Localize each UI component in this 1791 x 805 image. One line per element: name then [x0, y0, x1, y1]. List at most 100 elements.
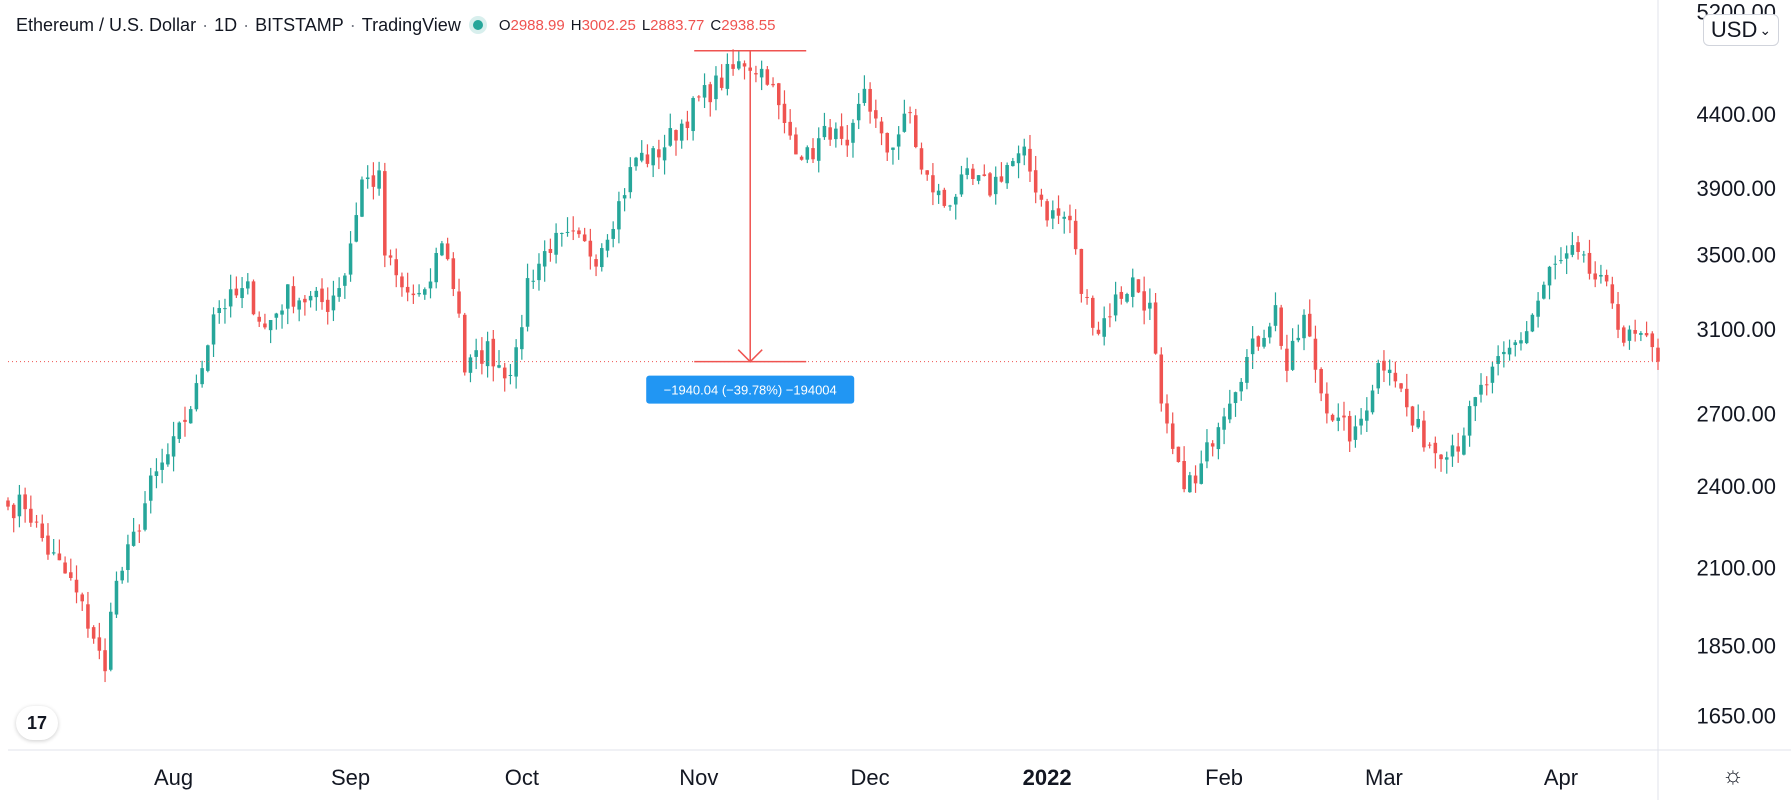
- candle-body: [1639, 333, 1643, 335]
- candle-body: [1005, 165, 1009, 184]
- candle-body: [759, 68, 764, 78]
- price-tick-label: 3100.00: [1696, 317, 1776, 342]
- candle-body: [993, 176, 998, 195]
- candle-body: [103, 650, 107, 672]
- time-tick-label: Mar: [1365, 765, 1403, 790]
- candle-body: [1633, 330, 1637, 334]
- market-status-icon[interactable]: [472, 20, 483, 30]
- candle-body: [1593, 273, 1597, 280]
- candle-body: [57, 553, 62, 561]
- candle-body: [1262, 337, 1266, 347]
- candle-body: [971, 168, 975, 179]
- candle-body: [1199, 463, 1204, 484]
- candle-body: [988, 173, 992, 196]
- candle-body: [280, 310, 284, 315]
- candle-body: [737, 61, 741, 69]
- candle-body: [839, 126, 844, 139]
- candle-body: [651, 148, 655, 166]
- candle-body: [639, 152, 644, 161]
- candle-body: [1136, 279, 1141, 293]
- candle-body: [834, 128, 838, 140]
- candle-body: [925, 170, 929, 175]
- candle-body: [1376, 363, 1381, 389]
- candle-body: [554, 232, 558, 255]
- candle-body: [194, 383, 199, 410]
- currency-selector[interactable]: USD ⌄: [1703, 14, 1779, 46]
- candle-body: [497, 365, 501, 368]
- measure-label: −1940.04 (−39.78%) −194004: [664, 383, 837, 398]
- price-tick-label: 4400.00: [1696, 102, 1776, 127]
- time-tick-label: Apr: [1544, 765, 1578, 790]
- candle-body: [1473, 397, 1478, 407]
- candle-body: [645, 154, 650, 164]
- candle-body: [1245, 356, 1249, 383]
- candle-body: [1205, 442, 1209, 462]
- candle-body: [371, 175, 376, 187]
- candle-body: [1159, 354, 1164, 404]
- time-tick-label: Nov: [679, 765, 718, 790]
- candle-body: [1039, 194, 1044, 200]
- open-value: O2988.99: [498, 16, 565, 34]
- candle-body: [1188, 475, 1192, 493]
- candle-body: [166, 454, 170, 465]
- candle-body: [794, 134, 798, 155]
- candle-body: [1296, 337, 1301, 341]
- candle-body: [885, 132, 890, 153]
- candle-body: [1182, 461, 1186, 490]
- candle-body: [702, 85, 707, 98]
- candle-body: [1222, 416, 1226, 430]
- candle-body: [816, 138, 821, 161]
- candle-body: [788, 121, 792, 136]
- candle-body: [1216, 427, 1221, 450]
- candle-body: [1456, 446, 1460, 452]
- candle-body: [1610, 284, 1615, 304]
- candle-body: [268, 320, 273, 331]
- candle-body: [662, 147, 667, 161]
- symbol-name[interactable]: Ethereum / U.S. Dollar: [16, 14, 197, 35]
- candle-body: [325, 299, 330, 312]
- candle-body: [714, 75, 718, 100]
- candle-body: [1422, 420, 1426, 448]
- candle-body: [1285, 348, 1289, 371]
- candle-body: [1176, 446, 1181, 463]
- price-tick-label: 1650.00: [1696, 704, 1776, 729]
- candle-body: [1382, 360, 1386, 371]
- candle-body: [674, 130, 678, 141]
- candle-body: [137, 530, 142, 532]
- candle-body: [1433, 442, 1438, 454]
- gear-icon[interactable]: ☼: [1722, 762, 1744, 789]
- candle-body: [1467, 406, 1472, 436]
- candle-body: [1319, 369, 1323, 394]
- interval-label[interactable]: 1D: [214, 14, 238, 35]
- candle-body: [1307, 313, 1312, 337]
- candle-body: [1650, 333, 1655, 348]
- candle-body: [634, 157, 638, 167]
- candle-body: [74, 579, 79, 593]
- candle-body: [1325, 393, 1329, 414]
- candle-body: [1130, 277, 1135, 297]
- candle-body: [1085, 296, 1089, 298]
- candle-body: [1125, 294, 1129, 302]
- candle-body: [1599, 274, 1603, 277]
- candle-body: [303, 298, 307, 303]
- candle-body: [1102, 318, 1106, 337]
- candle-body: [17, 494, 22, 517]
- candle-body: [1353, 426, 1358, 440]
- candle-body: [440, 243, 444, 256]
- candle-body: [80, 594, 84, 602]
- candle-body: [611, 228, 615, 239]
- candle-body: [1336, 417, 1341, 421]
- candle-body: [1627, 329, 1632, 341]
- candle-body: [902, 113, 907, 132]
- candle-body: [1553, 263, 1558, 265]
- price-tick-label: 2100.00: [1696, 556, 1776, 581]
- candle-body: [1365, 410, 1369, 421]
- candle-body: [1228, 403, 1232, 420]
- candle-body: [474, 350, 478, 357]
- tradingview-logo[interactable]: 17: [16, 706, 58, 740]
- candle-body: [445, 243, 450, 260]
- candle-body: [577, 230, 581, 235]
- candle-body: [531, 280, 536, 282]
